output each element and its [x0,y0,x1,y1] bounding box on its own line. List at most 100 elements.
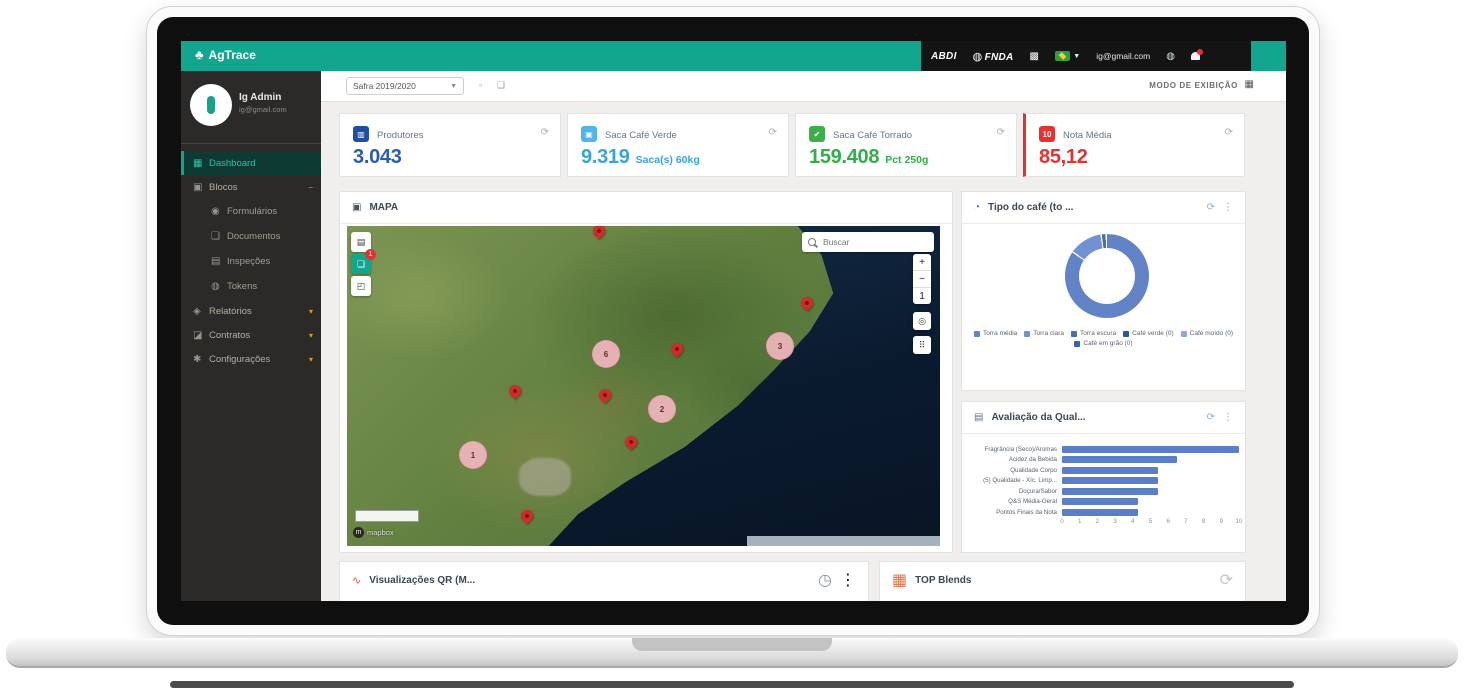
axis-tick: 7 [1184,518,1188,525]
style-toggle-button[interactable]: ⠿ [913,336,931,354]
map-cluster-button[interactable]: ◰ [351,276,371,296]
bar-track [1062,444,1239,454]
sidebar: Ig Admin ig@gmail.com ▦ Dashboard ▣ Blocos −… [181,71,321,601]
refresh-icon[interactable]: ⟳ [1206,202,1215,213]
sidebar-item-dashboard[interactable]: ▦ Dashboard [181,151,321,175]
refresh-icon[interactable]: ⟳ [768,127,777,138]
sidebar-subitem-documentos[interactable]: ❏ Documentos [181,224,321,249]
sidebar-item-configura-es[interactable]: ✱ Configurações ▾ [181,347,321,371]
account-email[interactable]: ig@gmail.com [1096,51,1151,61]
legend-item[interactable]: Café verde (0) [1123,330,1174,337]
locate-button[interactable]: ◎ [913,312,931,330]
sidebar-item-contratos[interactable]: ◪ Contratos ▾ [181,323,321,347]
map-file-button[interactable]: ❏ 1 [351,249,376,274]
bar[interactable] [1062,498,1139,505]
mapbox-icon: m [353,527,364,538]
legend-label: Café verde (0) [1132,330,1174,337]
stat-card-value-row: 85,12 [1039,146,1088,169]
grid-view-icon[interactable]: ▦ [1244,79,1254,90]
bar-row: Fragrância (Seco)/Aromas [970,444,1239,454]
map-attribution-logo[interactable]: m mapbox [353,527,394,538]
map-cluster-marker[interactable]: 3 [766,332,794,360]
partner-strip: ABDI ◍ FNDA ▩ ▼ ig@gmail.com ◍ [921,41,1251,71]
tokens-icon: ◍ [211,281,220,292]
map-pin-marker[interactable] [590,226,608,240]
map-pin-marker[interactable] [596,386,614,404]
map-pin-marker[interactable] [506,382,524,400]
sidebar-subitem-tokens[interactable]: ◍ Tokens [181,274,321,299]
refresh-icon[interactable]: ⟳ [1224,127,1233,138]
bar[interactable] [1062,445,1239,453]
zoom-out-button[interactable]: − [913,271,931,288]
notifications-bell-icon[interactable] [1190,49,1203,60]
user-name: Ig Admin [239,92,282,103]
legend-item[interactable]: Café moído (0) [1180,330,1233,337]
contracts-icon: ◪ [193,329,203,341]
sidebar-subitem-formul-rios[interactable]: ◉ Formulários [181,199,321,224]
kebab-menu-icon[interactable]: ⋮ [1223,202,1233,213]
map-cluster-marker[interactable]: 1 [459,441,487,469]
urban-area [519,458,571,496]
stat-card-unit: Saca(s) 60kg [635,154,700,166]
main-content: ▥ Produtores ⟳ 3.043 ▣ Saca Café Verde ⟳ 9.319 S… [321,71,1286,601]
harvest-filter-select[interactable]: Safra 2019/2020 ▼ [346,77,464,95]
bar-row: Pontos Finais da Nota [970,507,1239,517]
map-pin-marker[interactable] [798,294,816,312]
producers-icon: ▥ [353,126,369,142]
map-pin-marker[interactable] [518,507,536,525]
bar[interactable] [1062,477,1158,484]
copy-toolbar-icon[interactable]: ❏ [497,80,506,90]
donut-chart-icon: ◔ [974,202,981,213]
bar[interactable] [1062,456,1178,463]
refresh-toolbar-icon[interactable]: ▫ [479,80,483,90]
map-cluster-marker[interactable]: 2 [648,395,676,423]
bar[interactable] [1062,487,1158,495]
bar-track [1062,476,1239,486]
refresh-icon[interactable]: ⟳ [996,127,1005,138]
stat-card-value-row: 9.319 Saca(s) 60kg [581,146,700,169]
sidebar-subitem-label: Tokens [227,281,258,292]
legend-item[interactable]: Torra clara [1024,330,1064,337]
map-viewport[interactable]: +− 1 m mapbox ▤❏1◰ ◎ ⠿ 6 3 2 1 [347,226,940,546]
map-search-input[interactable] [821,236,928,248]
brand-logo[interactable]: ♣ AgTrace [195,47,256,62]
refresh-icon[interactable]: ⟳ [1206,412,1215,423]
map-panel-title: MAPA [369,202,399,213]
kebab-menu-icon[interactable]: ⋮ [840,572,856,589]
search-icon [808,238,816,246]
kebab-menu-icon[interactable]: ⋮ [1223,412,1233,423]
legend-label: Torra escura [1080,330,1117,337]
partner-logo-abdi: ABDI [931,50,957,62]
legend-item[interactable]: Torra escura [1071,330,1116,337]
quality-panel: ▤ Avaliação da Qual... ⟳ ⋮ Fragrância (S… [961,401,1246,553]
map-layers-button[interactable]: ▤ [351,232,371,252]
sidebar-item-label: Dashboard [209,157,256,169]
map-cluster-marker[interactable]: 6 [592,340,620,368]
bar[interactable] [1062,508,1139,516]
sidebar-item-blocos[interactable]: ▣ Blocos − [181,175,321,199]
green-coffee-icon: ▣ [581,126,597,142]
account-avatar-icon[interactable]: ◍ [1166,50,1175,62]
top-blends-title: TOP Blends [915,574,972,586]
stat-card-title: Saca Café Verde [605,130,677,141]
bar-label: Qualidade Corpo [1010,466,1057,474]
bar-label: Doçura/Sabor [1018,487,1057,495]
map-pin-marker[interactable] [622,433,640,451]
legend-item[interactable]: Café em grão (0) [1074,340,1133,347]
laptop-shadow [170,681,1294,688]
legend-item[interactable]: Torra média [973,330,1017,337]
sidebar-item-relat-rios[interactable]: ◈ Relatórios ▾ [181,299,321,323]
zoom-in-button[interactable]: + [913,254,931,271]
zoom-level-button[interactable]: 1 [919,290,925,302]
bar-track [1062,497,1239,507]
avatar[interactable] [190,84,232,126]
language-selector[interactable]: ▼ [1055,51,1080,61]
refresh-icon[interactable]: ⟳ [1219,572,1233,589]
clock-icon[interactable]: ◷ [818,572,832,589]
sidebar-subitem-inspe-es[interactable]: ▤ Inspeções [181,249,321,274]
partner-logo-fnda: ◍ FNDA [972,50,1014,63]
chevron-icon: − [308,182,313,192]
bar[interactable] [1062,466,1158,474]
map-pin-marker[interactable] [668,340,686,358]
refresh-icon[interactable]: ⟳ [540,127,549,138]
